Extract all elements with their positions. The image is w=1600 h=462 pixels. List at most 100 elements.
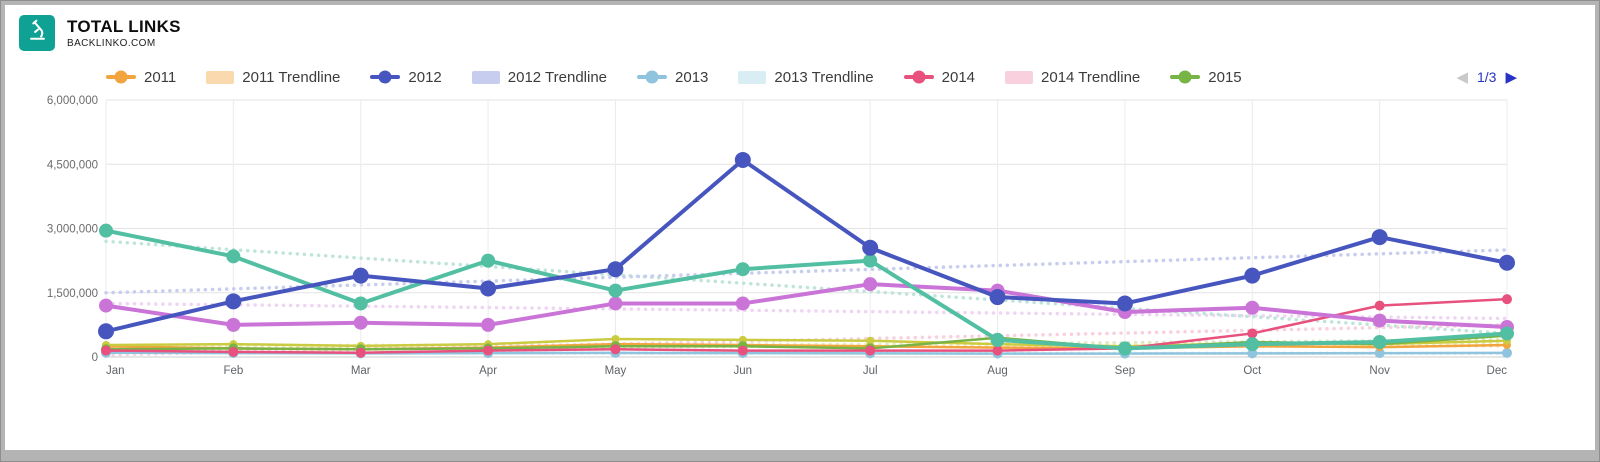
data-point-2014-jul[interactable] — [865, 345, 876, 356]
data-point-2012-aug[interactable] — [989, 289, 1006, 306]
data-point-unlabeled-orchid-nov[interactable] — [1372, 313, 1387, 328]
data-point-unlabeled-yellow-jul[interactable] — [866, 336, 875, 345]
x-axis-label: Nov — [1369, 365, 1390, 377]
series-line-2012 — [105, 157, 1508, 334]
legend-label: 2012 — [408, 68, 442, 86]
data-point-2012-jun[interactable] — [734, 151, 751, 168]
legend-item-2013-trendline[interactable]: 2013 Trendline — [738, 69, 874, 86]
data-point-2012-mar[interactable] — [352, 267, 369, 284]
data-point-2013-dec[interactable] — [1502, 347, 1512, 358]
data-point-2013-oct[interactable] — [1247, 348, 1258, 359]
chart-plot-area[interactable]: 0 1,500,000 3,000,000 4,500,000 6,000,000 Jan… — [5, 91, 1595, 401]
legend-line-marker — [106, 70, 136, 84]
legend-swatch-marker — [206, 70, 235, 84]
legend-line-marker — [637, 70, 668, 84]
legend-item-2012[interactable]: 2012 — [370, 68, 442, 86]
x-axis-label: Jul — [863, 365, 878, 377]
data-point-unlabeled-orchid-may[interactable] — [608, 296, 623, 311]
data-point-unlabeled-teal-aug[interactable] — [990, 332, 1005, 347]
series-line-unlabeled-orchid — [105, 282, 1508, 330]
trendline-2012-trendline — [104, 248, 1509, 295]
data-point-2012-jul[interactable] — [862, 239, 879, 256]
data-point-2014-nov[interactable] — [1374, 300, 1385, 311]
x-axis-label: Jan — [106, 365, 125, 377]
data-point-unlabeled-orchid-oct[interactable] — [1245, 300, 1260, 315]
legend-label: 2011 — [144, 68, 177, 86]
x-axis-label: Feb — [223, 365, 243, 377]
legend-item-2013[interactable]: 2013 — [637, 69, 708, 86]
data-point-2014-mar[interactable] — [355, 347, 366, 358]
legend-label: 2013 — [675, 68, 709, 86]
legend-line-marker — [370, 70, 401, 84]
legend-next-button[interactable]: ▶ — [1505, 68, 1517, 86]
x-axis-label: Jun — [734, 365, 753, 377]
data-point-unlabeled-teal-dec[interactable] — [1500, 326, 1514, 341]
x-axis-label: Apr — [479, 365, 497, 377]
data-point-2014-aug[interactable] — [992, 345, 1003, 356]
x-axis-label: May — [605, 365, 627, 377]
data-point-2012-may[interactable] — [607, 261, 624, 278]
data-point-2012-jan[interactable] — [98, 323, 114, 340]
data-point-2012-nov[interactable] — [1371, 229, 1388, 246]
data-point-unlabeled-teal-sep[interactable] — [1117, 341, 1132, 356]
chart-subtitle: BACKLINKO.COM — [67, 38, 156, 49]
data-point-2012-dec[interactable] — [1499, 254, 1515, 271]
data-point-2014-feb[interactable] — [228, 346, 239, 357]
legend-page-indicator: 1/3 — [1476, 69, 1497, 85]
data-point-unlabeled-teal-may[interactable] — [608, 283, 623, 298]
data-point-2014-oct[interactable] — [1247, 328, 1258, 339]
data-point-unlabeled-teal-jan[interactable] — [99, 223, 113, 238]
legend-item-2011-trendline[interactable]: 2011 Trendline — [206, 69, 340, 86]
legend-dot-marker — [1178, 70, 1192, 84]
data-point-2014-dec[interactable] — [1502, 294, 1512, 305]
data-point-2012-feb[interactable] — [225, 293, 242, 310]
legend-swatch-marker — [738, 70, 767, 84]
x-axis-label: Dec — [1487, 365, 1508, 377]
data-point-2012-apr[interactable] — [480, 280, 497, 297]
legend-item-2014-trendline[interactable]: 2014 Trendline — [1005, 69, 1140, 86]
data-point-2013-nov[interactable] — [1374, 348, 1385, 359]
data-point-unlabeled-orchid-mar[interactable] — [353, 315, 368, 330]
legend-dot-marker — [114, 70, 128, 84]
data-point-2014-jan[interactable] — [101, 345, 111, 356]
data-point-2014-jun[interactable] — [737, 345, 748, 356]
data-point-unlabeled-teal-feb[interactable] — [226, 249, 241, 264]
y-axis-label: 1,500,000 — [47, 288, 98, 300]
chart-legend: 2011 2011 Trendline 2012 2012 Trendline 2013… — [106, 65, 1242, 89]
data-point-unlabeled-teal-nov[interactable] — [1372, 335, 1387, 350]
legend-label: 2011 Trendline — [242, 68, 341, 86]
data-point-2012-sep[interactable] — [1116, 295, 1133, 312]
y-axis-label: 3,000,000 — [47, 224, 98, 236]
data-point-2014-may[interactable] — [610, 344, 621, 355]
legend-prev-button[interactable]: ◀ — [1456, 68, 1468, 86]
data-point-unlabeled-orchid-feb[interactable] — [226, 317, 241, 332]
data-point-unlabeled-orchid-jun[interactable] — [735, 296, 750, 311]
data-point-unlabeled-teal-oct[interactable] — [1245, 337, 1260, 352]
trendline-unlabeled-trendline-orchid — [104, 301, 1509, 321]
legend-label: 2014 — [941, 68, 976, 86]
data-point-2014-apr[interactable] — [483, 345, 494, 356]
x-axis-label: Oct — [1243, 365, 1262, 377]
data-point-unlabeled-teal-jul[interactable] — [863, 253, 878, 268]
data-point-2012-oct[interactable] — [1244, 267, 1261, 284]
legend-item-2011[interactable]: 2011 — [106, 69, 176, 86]
legend-item-2014[interactable]: 2014 — [903, 68, 976, 86]
x-axis-label: Aug — [987, 365, 1007, 377]
legend-swatch-marker — [471, 70, 500, 84]
data-point-unlabeled-orchid-jan[interactable] — [99, 298, 113, 313]
legend-swatch-marker — [1005, 70, 1034, 84]
data-point-unlabeled-teal-apr[interactable] — [481, 253, 496, 268]
series-line-2014 — [105, 297, 1508, 354]
series-line-unlabeled-teal — [105, 228, 1508, 351]
x-axis-label: Sep — [1115, 365, 1135, 377]
legend-item-2012-trendline[interactable]: 2012 Trendline — [471, 69, 607, 86]
legend-item-2015[interactable]: 2015 — [1170, 69, 1242, 86]
data-point-unlabeled-yellow-may[interactable] — [611, 335, 620, 344]
data-point-unlabeled-orchid-apr[interactable] — [481, 317, 496, 332]
data-point-unlabeled-teal-mar[interactable] — [353, 296, 368, 311]
data-point-unlabeled-orchid-jul[interactable] — [863, 277, 878, 292]
data-point-unlabeled-teal-jun[interactable] — [735, 262, 750, 277]
legend-dot-marker — [378, 70, 392, 84]
x-axis-label: Mar — [351, 365, 371, 377]
